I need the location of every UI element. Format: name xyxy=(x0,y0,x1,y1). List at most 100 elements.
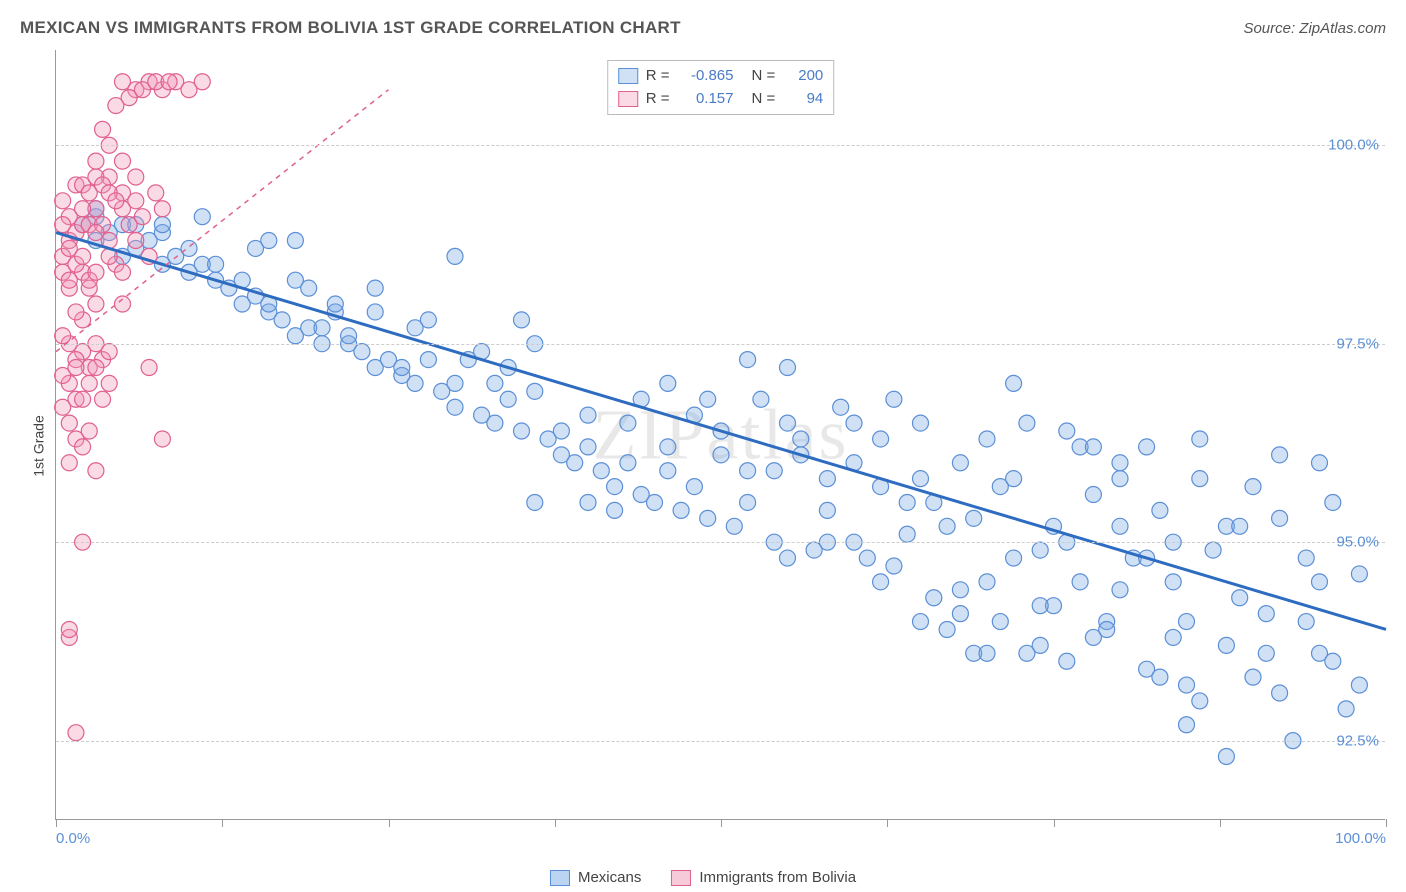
legend-item: Mexicans xyxy=(550,869,641,886)
scatter-point xyxy=(500,391,516,407)
gridline xyxy=(56,741,1385,742)
scatter-point xyxy=(819,471,835,487)
scatter-point xyxy=(341,328,357,344)
scatter-point xyxy=(154,217,170,233)
scatter-point xyxy=(753,391,769,407)
scatter-point xyxy=(1179,677,1195,693)
y-tick-label: 92.5% xyxy=(1336,732,1379,749)
scatter-point xyxy=(1218,637,1234,653)
scatter-point xyxy=(1218,748,1234,764)
scatter-point xyxy=(1165,629,1181,645)
scatter-point xyxy=(620,455,636,471)
chart-header: MEXICAN VS IMMIGRANTS FROM BOLIVIA 1ST G… xyxy=(20,18,1386,38)
scatter-point xyxy=(1192,471,1208,487)
scatter-point xyxy=(859,550,875,566)
legend-label: Mexicans xyxy=(578,869,641,886)
scatter-point xyxy=(287,233,303,249)
scatter-point xyxy=(580,494,596,510)
scatter-point xyxy=(88,264,104,280)
scatter-point xyxy=(394,360,410,376)
chart-area: ZIPatlas R =-0.865N =200R =0.157N =94 92… xyxy=(55,50,1385,820)
x-tick-label: 0.0% xyxy=(56,830,90,847)
scatter-point xyxy=(447,248,463,264)
scatter-point xyxy=(873,431,889,447)
n-label: N = xyxy=(752,88,776,111)
scatter-point xyxy=(181,240,197,256)
scatter-point xyxy=(95,391,111,407)
scatter-point xyxy=(1112,471,1128,487)
scatter-point xyxy=(88,153,104,169)
gridline xyxy=(56,145,1385,146)
scatter-point xyxy=(88,463,104,479)
scatter-point xyxy=(68,304,84,320)
legend-swatch xyxy=(618,91,638,107)
scatter-point xyxy=(314,320,330,336)
y-tick-label: 100.0% xyxy=(1328,137,1379,154)
scatter-point xyxy=(979,645,995,661)
scatter-point xyxy=(992,614,1008,630)
scatter-point xyxy=(1272,510,1288,526)
trend-line xyxy=(56,233,1386,630)
scatter-point xyxy=(780,550,796,566)
scatter-point xyxy=(1312,645,1328,661)
correlation-stats-box: R =-0.865N =200R =0.157N =94 xyxy=(607,60,835,115)
scatter-point xyxy=(61,415,77,431)
scatter-point xyxy=(1272,447,1288,463)
scatter-point xyxy=(1072,574,1088,590)
legend-swatch xyxy=(550,870,570,886)
scatter-point xyxy=(1232,518,1248,534)
scatter-point xyxy=(108,193,124,209)
scatter-point xyxy=(1152,669,1168,685)
scatter-point xyxy=(992,479,1008,495)
scatter-point xyxy=(128,233,144,249)
scatter-point xyxy=(1258,606,1274,622)
stats-row: R =0.157N =94 xyxy=(618,88,824,111)
x-tick xyxy=(56,819,57,827)
scatter-point xyxy=(128,193,144,209)
scatter-point xyxy=(101,375,117,391)
scatter-point xyxy=(527,494,543,510)
scatter-point xyxy=(354,344,370,360)
scatter-point xyxy=(407,375,423,391)
scatter-point xyxy=(1338,701,1354,717)
x-tick xyxy=(389,819,390,827)
scatter-point xyxy=(55,399,71,415)
x-tick xyxy=(222,819,223,827)
scatter-point xyxy=(740,352,756,368)
scatter-point xyxy=(1298,614,1314,630)
scatter-point xyxy=(1032,637,1048,653)
scatter-point xyxy=(367,304,383,320)
scatter-point xyxy=(913,415,929,431)
scatter-svg xyxy=(56,50,1385,819)
y-tick-label: 95.0% xyxy=(1336,534,1379,551)
scatter-point xyxy=(740,494,756,510)
r-value: 0.157 xyxy=(678,88,734,111)
scatter-point xyxy=(1152,502,1168,518)
scatter-point xyxy=(61,621,77,637)
scatter-point xyxy=(1312,455,1328,471)
x-tick-label: 100.0% xyxy=(1335,830,1386,847)
scatter-point xyxy=(1085,439,1101,455)
scatter-point xyxy=(527,383,543,399)
scatter-point xyxy=(567,455,583,471)
legend-swatch xyxy=(618,68,638,84)
scatter-point xyxy=(1205,542,1221,558)
scatter-point xyxy=(926,590,942,606)
scatter-point xyxy=(607,502,623,518)
scatter-point xyxy=(55,193,71,209)
scatter-point xyxy=(68,360,84,376)
scatter-point xyxy=(952,582,968,598)
scatter-point xyxy=(1019,415,1035,431)
stats-row: R =-0.865N =200 xyxy=(618,65,824,88)
scatter-point xyxy=(686,479,702,495)
scatter-point xyxy=(660,375,676,391)
legend-label: Immigrants from Bolivia xyxy=(699,869,856,886)
scatter-point xyxy=(367,280,383,296)
scatter-point xyxy=(154,201,170,217)
scatter-point xyxy=(1006,375,1022,391)
scatter-point xyxy=(913,471,929,487)
scatter-point xyxy=(61,240,77,256)
scatter-point xyxy=(301,280,317,296)
scatter-point xyxy=(647,494,663,510)
scatter-point xyxy=(1325,494,1341,510)
